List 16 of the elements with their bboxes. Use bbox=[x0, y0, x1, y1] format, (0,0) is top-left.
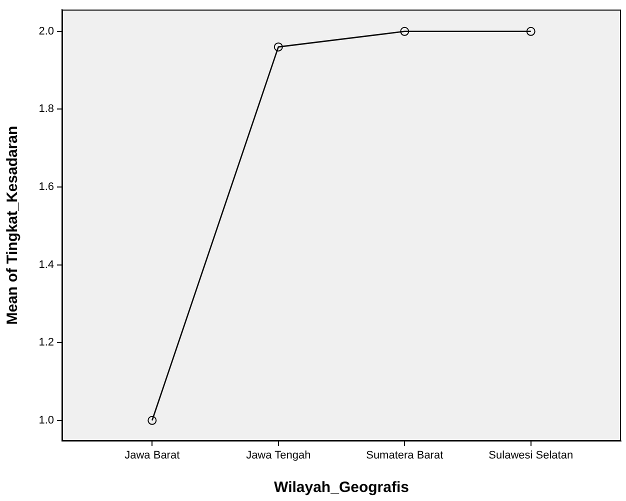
y-tick-label: 1.2 bbox=[38, 336, 54, 349]
point bbox=[526, 26, 536, 36]
y-tick-label: 1.6 bbox=[38, 181, 54, 194]
point bbox=[400, 26, 410, 36]
y-axis-title: Mean of Tingkat_Kesadaran bbox=[4, 126, 22, 325]
x-tick-label: Sulawesi Selatan bbox=[488, 450, 574, 462]
point bbox=[148, 416, 157, 425]
y-tick-label: 1.4 bbox=[38, 258, 54, 271]
point bbox=[274, 42, 283, 52]
y-tick-label: 2.0 bbox=[38, 25, 54, 38]
x-tick-label: Jawa Barat bbox=[124, 450, 180, 462]
x-tick-label: Jawa Tengah bbox=[246, 450, 311, 462]
x-tick-label: Sumatera Barat bbox=[366, 450, 444, 462]
x-axis-title: Wilayah_Geografis bbox=[274, 479, 409, 496]
y-tick-label: 1.0 bbox=[38, 414, 54, 426]
y-tick-label: 1.8 bbox=[38, 103, 54, 116]
